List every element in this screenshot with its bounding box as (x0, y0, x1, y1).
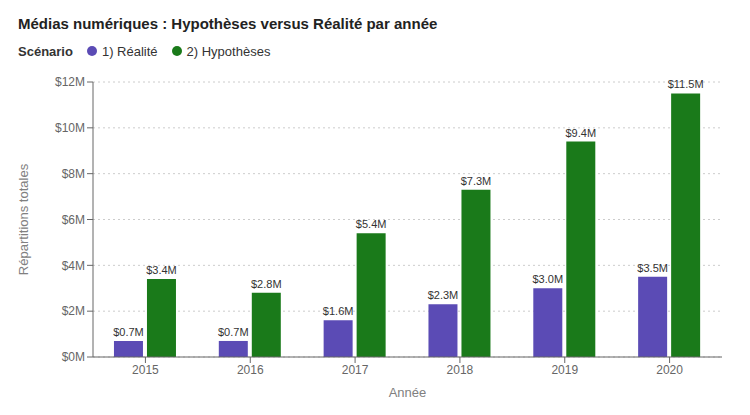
html-text:1) Réalité: 1) Réalité (101, 43, 158, 59)
svg-text:$4M: $4M (62, 259, 85, 273)
svg-text:$10M: $10M (55, 121, 85, 135)
html-text:Médias numériques : Hypothèses: Médias numériques : Hypothèses versus Ré… (18, 14, 438, 32)
svg-text:$2.8M: $2.8M (251, 278, 282, 290)
svg-text:$9.4M: $9.4M (566, 127, 597, 139)
svg-text:$3.5M: $3.5M (637, 262, 668, 274)
html-text:2) Hypothèses: 2) Hypothèses (186, 43, 271, 59)
svg-text:2018: 2018 (447, 363, 474, 377)
svg-text:2017: 2017 (342, 363, 369, 377)
svg-text:Répartitions totales: Répartitions totales (16, 163, 31, 275)
svg-text:$7.3M: $7.3M (461, 175, 492, 187)
svg-text:$11.5M: $11.5M (668, 78, 704, 90)
svg-text:$6M: $6M (62, 213, 85, 227)
svg-text:$12M: $12M (55, 75, 85, 89)
svg-text:$2.3M: $2.3M (428, 289, 459, 301)
svg-text:$3.4M: $3.4M (146, 264, 177, 276)
svg-text:$3.0M: $3.0M (533, 273, 564, 285)
svg-text:2019: 2019 (551, 363, 578, 377)
svg-text:$0M: $0M (62, 350, 85, 364)
svg-text:$2M: $2M (62, 304, 85, 318)
svg-text:$0.7M: $0.7M (113, 326, 144, 338)
svg-text:$0.7M: $0.7M (218, 326, 249, 338)
svg-text:2016: 2016 (237, 363, 264, 377)
svg-text:2020: 2020 (656, 363, 683, 377)
svg-text:2015: 2015 (132, 363, 159, 377)
html-text:Scénario: Scénario (18, 43, 73, 59)
svg-text:$5.4M: $5.4M (356, 218, 387, 230)
svg-text:Année: Année (389, 385, 427, 400)
svg-text:$1.6M: $1.6M (323, 305, 354, 317)
svg-text:$8M: $8M (62, 167, 85, 181)
